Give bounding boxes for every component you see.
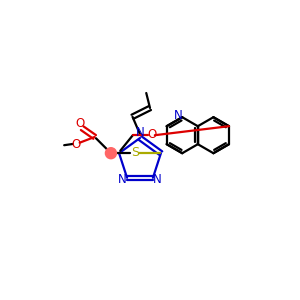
Text: O: O (76, 117, 85, 130)
Text: N: N (136, 127, 144, 140)
Text: N: N (153, 173, 162, 186)
Text: N: N (118, 173, 127, 186)
Circle shape (105, 148, 116, 159)
Text: N: N (174, 110, 183, 122)
Text: O: O (71, 138, 81, 151)
Text: O: O (147, 128, 156, 141)
Text: S: S (131, 146, 139, 159)
